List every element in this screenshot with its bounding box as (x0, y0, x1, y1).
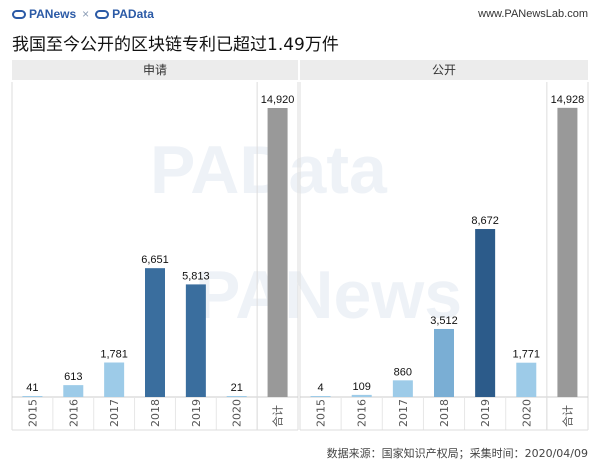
application-data-label: 5,813 (182, 270, 210, 282)
publication-data-label: 3,512 (430, 315, 458, 327)
publication-panel-header (300, 60, 588, 80)
application-bar (185, 284, 206, 397)
application-panel-title: 申请 (143, 63, 167, 77)
application-bar (63, 385, 84, 397)
application-data-label: 1,781 (100, 349, 128, 361)
brand-separator: × (82, 7, 90, 21)
application-category-label: 合计 (271, 405, 285, 427)
publication-category-label: 2018 (438, 399, 451, 427)
publication-category-label: 2015 (315, 399, 328, 427)
publication-data-label: 14,928 (551, 94, 585, 106)
publication-category-label: 2016 (356, 399, 369, 427)
publication-bar (392, 380, 413, 397)
application-category-label: 2020 (231, 399, 244, 427)
application-bar (267, 108, 288, 397)
publication-panel-title: 公开 (432, 63, 456, 77)
application-bar (104, 362, 125, 397)
publication-bar (351, 394, 372, 397)
application-category-label: 2016 (67, 399, 80, 427)
brand-padata: PAData (112, 7, 154, 21)
publication-data-label: 109 (353, 381, 371, 393)
publication-category-label: 2017 (397, 399, 410, 427)
publication-data-label: 1,771 (513, 349, 541, 361)
publication-data-label: 860 (394, 366, 412, 378)
application-data-label: 21 (231, 382, 243, 394)
application-category-label: 2017 (108, 399, 121, 427)
publication-data-label: 4 (318, 382, 324, 394)
brand-logos: PANews × PAData (12, 7, 154, 21)
application-bar (145, 268, 165, 397)
application-panel-header (12, 60, 298, 80)
publication-category-label: 合计 (560, 405, 574, 427)
application-category-label: 2019 (190, 399, 203, 427)
publication-bar (516, 362, 537, 397)
publication-bar (434, 328, 454, 397)
chart-title: 我国至今公开的区块链专利已超过1.49万件 (12, 35, 339, 55)
publication-category-label: 2020 (520, 399, 533, 427)
site-url: www.PANewsLab.com (478, 8, 588, 20)
application-data-label: 6,651 (141, 254, 169, 266)
publication-category-label: 2019 (479, 399, 492, 427)
publication-bar (310, 396, 331, 397)
panews-logo-icon (12, 9, 26, 19)
application-data-label: 613 (64, 371, 82, 383)
brand-panews: PANews (29, 7, 77, 21)
application-data-label: 41 (26, 382, 38, 394)
publication-bar (557, 107, 578, 398)
padata-logo-icon (95, 9, 110, 19)
publication-bar (475, 229, 496, 397)
data-source: 数据来源：国家知识产权局；采集时间：2020/04/09 (326, 447, 588, 460)
application-category-label: 2018 (149, 399, 162, 427)
application-bar (226, 396, 247, 397)
application-bar (22, 396, 43, 397)
publication-data-label: 8,672 (471, 215, 499, 227)
watermark-text: PANews (195, 257, 462, 333)
application-data-label: 14,920 (261, 94, 295, 106)
application-category-label: 2015 (26, 399, 39, 427)
